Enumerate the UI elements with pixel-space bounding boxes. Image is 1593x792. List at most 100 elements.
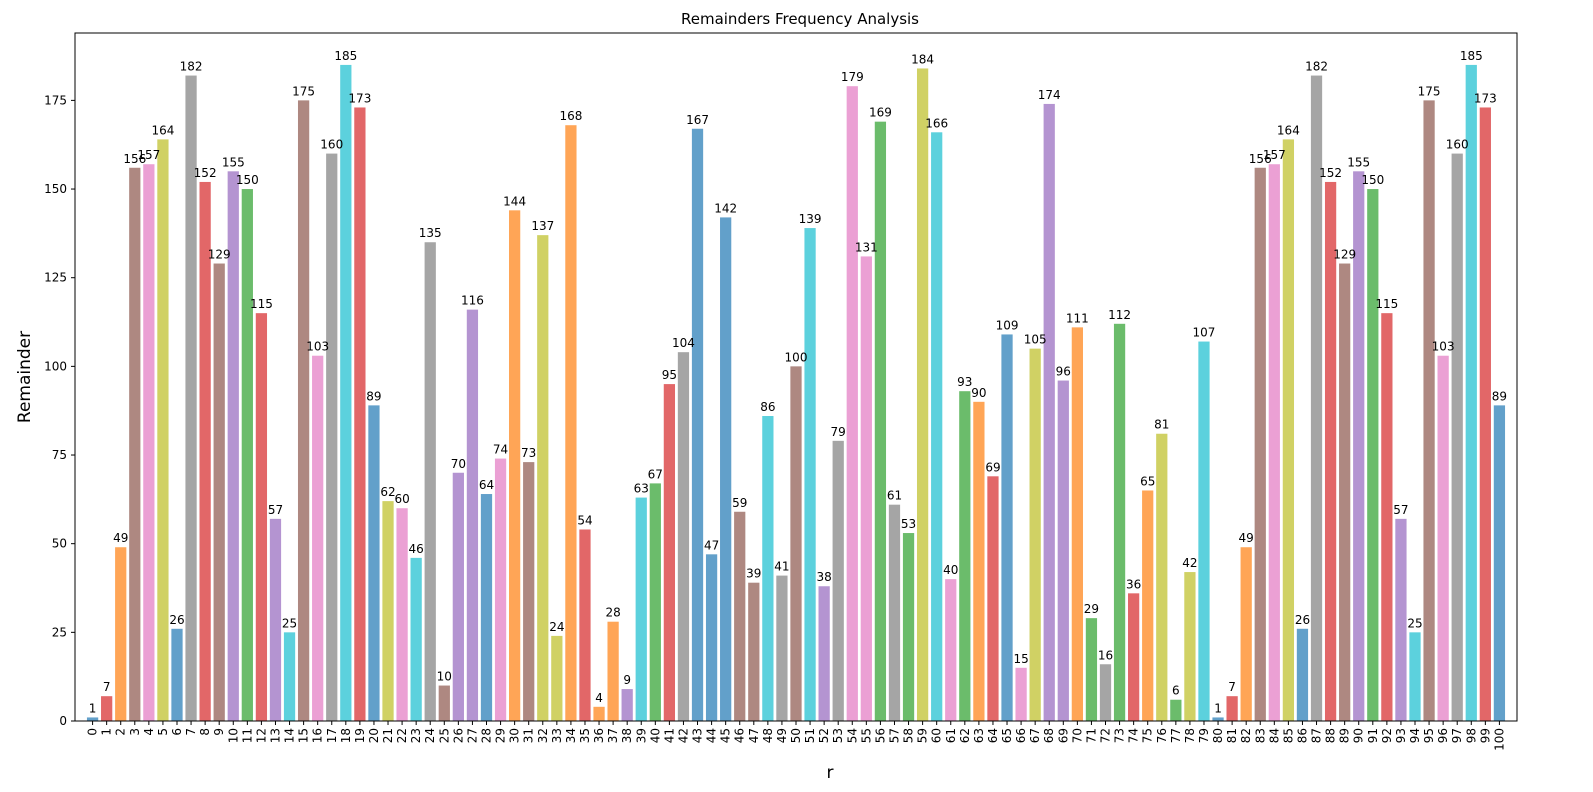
x-tick-label-65: 65 — [1000, 728, 1014, 743]
x-tick-label-62: 62 — [958, 728, 972, 743]
bar-62 — [959, 391, 971, 721]
data-label-83: 156 — [1249, 152, 1272, 166]
data-label-21: 62 — [380, 485, 395, 499]
data-label-93: 57 — [1393, 503, 1408, 517]
data-label-4: 157 — [137, 148, 160, 162]
data-label-100: 89 — [1492, 389, 1507, 403]
data-label-65: 109 — [996, 318, 1019, 332]
bar-16 — [312, 355, 324, 721]
bar-24 — [424, 242, 436, 722]
y-axis: 0 25 50 75 100 125 150 175 — [44, 93, 75, 728]
data-label-64: 69 — [985, 460, 1000, 474]
x-tick-label-59: 59 — [916, 728, 930, 743]
bar-61 — [945, 579, 957, 721]
x-tick-label-69: 69 — [1056, 728, 1070, 743]
data-label-38: 9 — [623, 673, 631, 687]
x-tick-label-37: 37 — [606, 728, 620, 743]
bar-91 — [1367, 189, 1379, 722]
bar-57 — [888, 504, 901, 721]
data-label-18: 185 — [334, 49, 357, 63]
data-label-53: 79 — [831, 425, 846, 439]
x-tick-label-81: 81 — [1225, 728, 1239, 743]
x-tick-label-63: 63 — [972, 728, 986, 743]
x-tick-label-68: 68 — [1042, 728, 1056, 743]
bar-88 — [1324, 181, 1337, 721]
bar-86 — [1296, 628, 1309, 721]
bar-94 — [1409, 632, 1421, 721]
data-label-27: 116 — [461, 294, 484, 308]
bar-32 — [537, 235, 549, 721]
data-label-35: 54 — [577, 513, 592, 527]
y-tick-label-25: 25 — [52, 625, 67, 639]
bar-74 — [1128, 593, 1140, 721]
bar-45 — [720, 217, 732, 721]
x-tick-label-23: 23 — [409, 728, 423, 743]
y-tick-label-125: 125 — [44, 271, 67, 285]
x-tick-label-32: 32 — [536, 728, 550, 743]
data-labels-group: 1749156157164261821521291551501155725175… — [89, 49, 1507, 716]
data-label-23: 46 — [409, 542, 424, 556]
bar-7 — [185, 75, 197, 721]
x-tick-label-14: 14 — [283, 728, 297, 743]
bar-59 — [916, 68, 929, 721]
x-tick-label-50: 50 — [789, 728, 803, 743]
bar-58 — [902, 533, 915, 721]
bar-95 — [1423, 100, 1435, 721]
x-tick-label-40: 40 — [648, 728, 662, 743]
data-label-69: 96 — [1056, 365, 1071, 379]
x-tick-label-8: 8 — [198, 728, 212, 736]
bar-26 — [452, 472, 464, 721]
bar-47 — [748, 582, 760, 721]
x-tick-label-77: 77 — [1169, 728, 1183, 743]
bar-43 — [691, 128, 704, 721]
bar-17 — [326, 153, 338, 721]
bar-64 — [987, 476, 999, 721]
bar-90 — [1353, 171, 1365, 721]
bar-19 — [354, 107, 366, 722]
x-tick-label-56: 56 — [873, 728, 887, 743]
x-tick-label-25: 25 — [437, 728, 451, 743]
x-tick-label-47: 47 — [747, 728, 761, 743]
data-label-79: 107 — [1193, 326, 1216, 340]
data-label-76: 81 — [1154, 418, 1169, 432]
data-label-31: 73 — [521, 446, 536, 460]
data-label-50: 100 — [785, 350, 808, 364]
x-tick-label-1: 1 — [100, 728, 114, 736]
data-label-62: 93 — [957, 375, 972, 389]
data-label-73: 112 — [1108, 308, 1131, 322]
x-tick-label-95: 95 — [1422, 728, 1436, 743]
x-tick-label-80: 80 — [1211, 728, 1225, 743]
data-label-90: 155 — [1347, 155, 1370, 169]
x-tick-label-27: 27 — [465, 728, 479, 743]
bar-12 — [255, 313, 268, 721]
chart-title: Remainders Frequency Analysis — [681, 10, 919, 28]
bar-100 — [1493, 405, 1506, 721]
bar-13 — [269, 518, 282, 721]
bar-52 — [818, 586, 830, 721]
x-tick-label-94: 94 — [1408, 728, 1422, 743]
x-tick-label-38: 38 — [620, 728, 634, 743]
data-label-20: 89 — [366, 389, 381, 403]
x-tick-label-61: 61 — [944, 728, 958, 743]
data-label-7: 182 — [180, 60, 203, 74]
bar-71 — [1085, 618, 1098, 721]
data-label-24: 135 — [419, 226, 442, 240]
data-label-49: 41 — [774, 560, 789, 574]
x-tick-label-74: 74 — [1127, 728, 1141, 743]
bar-60 — [931, 132, 943, 722]
data-label-68: 174 — [1038, 88, 1061, 102]
bar-2 — [115, 547, 127, 721]
bar-30 — [509, 210, 521, 721]
bar-84 — [1268, 164, 1280, 722]
x-tick-label-72: 72 — [1099, 728, 1113, 743]
x-tick-label-7: 7 — [184, 728, 198, 736]
x-tick-label-98: 98 — [1464, 728, 1478, 743]
y-tick-label-100: 100 — [44, 359, 67, 373]
x-tick-label-5: 5 — [156, 728, 170, 736]
bar-6 — [171, 628, 183, 721]
data-label-85: 164 — [1277, 123, 1300, 137]
data-label-67: 105 — [1024, 333, 1047, 347]
bar-25 — [438, 685, 450, 721]
bar-87 — [1310, 75, 1323, 721]
